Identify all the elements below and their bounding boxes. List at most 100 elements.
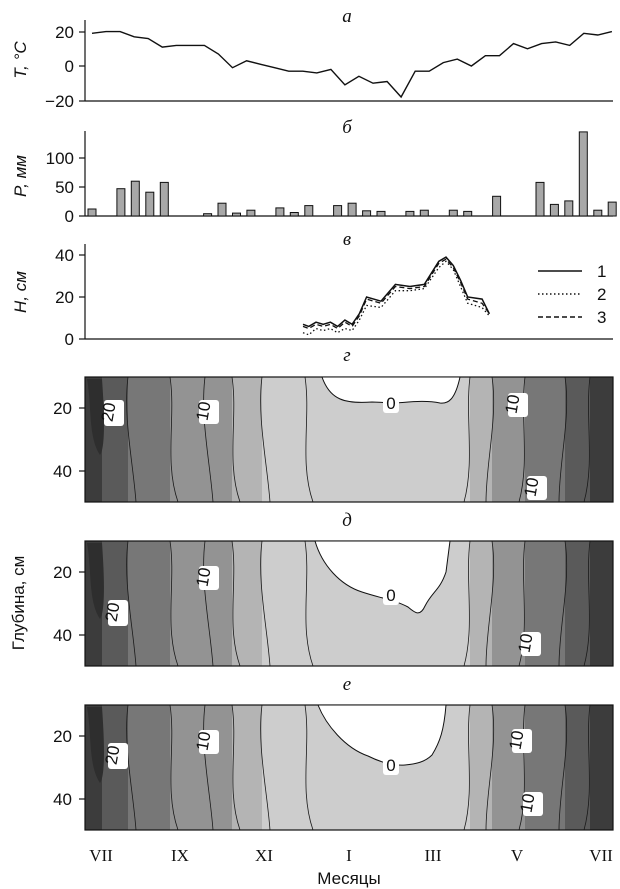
panel-v-ytick-label: 20 <box>55 288 74 307</box>
month-label-v: V <box>511 846 524 865</box>
depth-axis-label: Глубина, см <box>9 556 28 651</box>
precip-bar <box>405 210 415 217</box>
panel-d-zero-region <box>314 540 451 614</box>
panel-e-zero-region <box>317 704 447 766</box>
precip-bar <box>232 212 241 217</box>
panel-d-ytick-label: 40 <box>53 626 72 645</box>
precip-bar <box>376 210 386 217</box>
contour-line <box>203 704 214 831</box>
contour-band <box>205 705 232 830</box>
panel-v-ytick-label: 40 <box>55 246 74 265</box>
contour-label-20: 20 <box>102 744 124 766</box>
contour-line <box>583 376 591 503</box>
contour-label-bg <box>199 566 219 590</box>
snow-series-2-line <box>302 260 490 336</box>
panel-g-ytick-label: 40 <box>53 462 72 481</box>
precip-bar <box>448 209 458 217</box>
precip-bar <box>289 212 299 217</box>
contour-line <box>463 376 471 503</box>
contour-label-bg <box>199 400 219 424</box>
contour-line <box>304 376 314 503</box>
contour-band <box>590 541 613 666</box>
precip-bar <box>130 180 140 217</box>
panel-a-ytick-label: −20 <box>45 92 74 111</box>
contour-band <box>128 377 170 502</box>
contour-band <box>470 377 492 502</box>
legend-label-3: 3 <box>597 308 606 327</box>
panel-letter-v: в <box>343 229 351 250</box>
panel-a-ytick-label: 0 <box>65 57 74 76</box>
panel-a: 20 0 −20 T, °С <box>11 20 613 111</box>
precip-bar <box>419 209 429 217</box>
contour-label-10: 10 <box>193 730 215 752</box>
contour-line <box>485 540 495 667</box>
month-label-ix: IX <box>171 846 189 865</box>
precip-bar <box>593 209 603 217</box>
contour-band <box>492 705 525 830</box>
contour-label-0: 0 <box>386 394 395 413</box>
legend-label-1: 1 <box>597 262 606 281</box>
contour-band <box>565 705 590 830</box>
contour-line <box>231 540 241 667</box>
contour-line <box>485 704 495 831</box>
precip-bar <box>607 201 617 217</box>
panel-letter-b: б <box>342 117 353 138</box>
panel-a-ytick-label: 20 <box>55 23 74 42</box>
month-label-xi: XI <box>255 846 273 865</box>
contour-label-bg <box>199 730 219 754</box>
precip-bar <box>549 203 559 217</box>
contour-label-bg <box>512 729 532 753</box>
precip-bar <box>333 205 343 217</box>
contour-label-10: 10 <box>521 476 543 498</box>
panel-b-ytick-label: 50 <box>55 178 74 197</box>
contour-line <box>558 704 568 831</box>
contour-labels: 20 10 0 10 10 20 10 0 10 20 10 0 10 <box>98 393 547 816</box>
contour-line <box>126 704 137 831</box>
contour-band <box>170 541 205 666</box>
precip-bar <box>463 210 473 217</box>
contour-band <box>470 541 492 666</box>
contour-band <box>565 377 590 502</box>
contour-line <box>231 376 241 503</box>
contour-band <box>492 541 525 666</box>
contour-line <box>558 540 568 667</box>
precip-bar <box>564 200 574 217</box>
contour-line <box>203 376 214 503</box>
contour-band <box>205 541 232 666</box>
contour-band <box>590 377 613 502</box>
panel-e-ytick-label: 40 <box>53 790 72 809</box>
contour-band <box>205 377 232 502</box>
contour-band <box>232 541 262 666</box>
contour-line <box>485 376 495 503</box>
contour-label-10: 10 <box>502 393 524 415</box>
x-axis-title: Месяцы <box>317 869 380 888</box>
contour-core <box>87 707 104 783</box>
contour-label-bg <box>108 743 128 769</box>
panel-b-ytick-label: 0 <box>65 207 74 226</box>
snow-series-3-line <box>302 258 490 330</box>
precip-bar <box>203 213 213 217</box>
contour-line <box>126 540 137 667</box>
precip-bar <box>535 181 545 217</box>
contour-band <box>128 705 170 830</box>
temperature-series-line <box>91 30 613 99</box>
contour-line <box>518 376 526 503</box>
panel-a-ylabel: T, °С <box>11 41 30 79</box>
precip-bar <box>145 191 155 217</box>
soil-temperature-panels: 20 40 20 40 20 40 20 <box>9 376 614 831</box>
contour-line <box>583 704 591 831</box>
contour-line <box>558 376 568 503</box>
panel-g-zero-region <box>321 376 461 404</box>
contour-line <box>260 376 271 503</box>
precip-bar <box>304 205 314 217</box>
panel-b: 100 50 0 P, мм <box>11 131 617 226</box>
precip-bar <box>492 195 502 217</box>
precip-bar <box>246 209 256 217</box>
contour-band <box>232 377 262 502</box>
month-label-i: I <box>346 846 352 865</box>
contour-line <box>304 704 314 831</box>
contour-line <box>463 704 471 831</box>
contour-label-bg <box>508 393 528 417</box>
panel-b-ytick-label: 100 <box>46 149 74 168</box>
panel-d-ytick-label: 20 <box>53 563 72 582</box>
